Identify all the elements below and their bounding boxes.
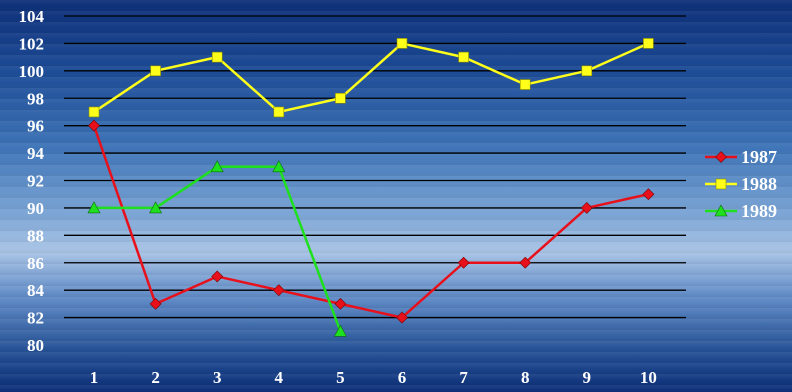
- y-tick-label: 90: [27, 199, 44, 218]
- data-point: [643, 38, 654, 49]
- x-tick-label: 9: [583, 368, 592, 387]
- data-point: [457, 256, 470, 269]
- y-tick-label: 86: [27, 254, 44, 273]
- y-axis-ticks: 80 82 84 86 88 90 92 94 96 98 100 102 104: [19, 7, 45, 355]
- data-point: [273, 106, 285, 118]
- series-line: [93, 42, 649, 114]
- series-1988: [88, 38, 654, 118]
- y-tick-label: 98: [27, 89, 44, 108]
- legend: 1987 1988 1989: [705, 147, 777, 221]
- x-tick-label: 3: [213, 368, 222, 387]
- series-1989: [87, 160, 347, 337]
- data-point: [272, 284, 285, 297]
- x-tick-label: 10: [640, 368, 657, 387]
- y-tick-label: 102: [19, 34, 45, 53]
- gridlines: [64, 15, 686, 319]
- series-line: [94, 165, 342, 332]
- data-point: [150, 65, 161, 77]
- data-point: [580, 201, 593, 214]
- data-point: [272, 160, 286, 173]
- series-1987: [88, 119, 655, 324]
- data-point: [88, 106, 100, 118]
- legend-marker: [715, 178, 727, 190]
- x-tick-label: 1: [90, 368, 99, 387]
- y-tick-label: 92: [27, 172, 44, 191]
- y-tick-label: 88: [27, 226, 44, 245]
- x-tick-label: 7: [459, 368, 468, 387]
- data-point: [210, 160, 224, 173]
- legend-label: 1989: [741, 201, 777, 221]
- data-point: [88, 119, 100, 132]
- data-point: [149, 201, 163, 214]
- data-point: [396, 38, 408, 49]
- legend-marker: [715, 151, 727, 163]
- data-point: [396, 311, 408, 324]
- series-line: [92, 125, 649, 319]
- y-tick-label: 96: [27, 117, 44, 136]
- x-axis-ticks: 1 2 3 4 5 6 7 8 9 10: [90, 368, 657, 387]
- series-lines: [87, 38, 655, 337]
- data-point: [149, 297, 162, 310]
- data-point: [333, 324, 347, 337]
- y-tick-label: 80: [27, 336, 44, 355]
- legend-label: 1987: [741, 147, 777, 167]
- legend-item-1987: 1987: [705, 147, 777, 167]
- data-point: [519, 79, 531, 90]
- data-point: [642, 188, 655, 201]
- y-tick-label: 100: [19, 62, 45, 81]
- y-tick-label: 104: [19, 7, 45, 26]
- legend-item-1988: 1988: [705, 174, 777, 194]
- data-point: [211, 51, 223, 63]
- x-tick-label: 2: [151, 368, 160, 387]
- y-tick-label: 94: [27, 144, 45, 163]
- legend-marker: [714, 204, 728, 217]
- data-point: [581, 65, 593, 77]
- data-point: [211, 270, 224, 283]
- legend-label: 1988: [741, 174, 777, 194]
- data-point: [519, 256, 532, 269]
- data-point: [458, 51, 469, 63]
- x-tick-label: 4: [275, 368, 284, 387]
- data-point: [334, 297, 347, 310]
- data-point: [335, 92, 346, 104]
- x-tick-label: 8: [521, 368, 530, 387]
- y-tick-label: 84: [27, 281, 45, 300]
- x-tick-label: 5: [336, 368, 345, 387]
- x-tick-label: 6: [398, 368, 407, 387]
- data-point: [87, 201, 101, 214]
- y-tick-label: 82: [27, 309, 44, 328]
- legend-item-1989: 1989: [705, 201, 777, 221]
